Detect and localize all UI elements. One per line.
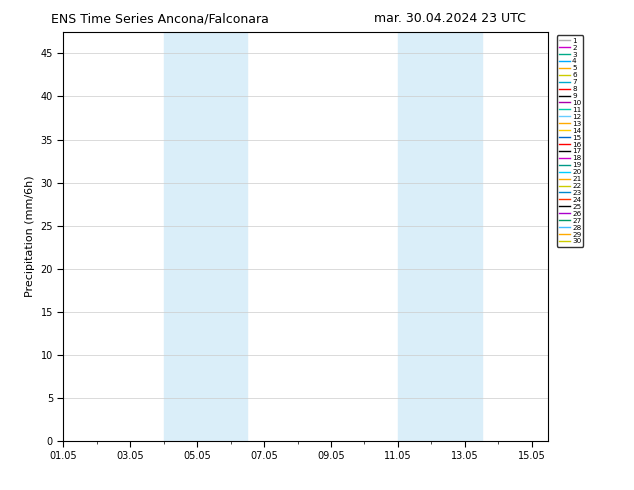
Legend: 1, 2, 3, 4, 5, 6, 7, 8, 9, 10, 11, 12, 13, 14, 15, 16, 17, 18, 19, 20, 21, 22, 2: 1, 2, 3, 4, 5, 6, 7, 8, 9, 10, 11, 12, 1…	[557, 35, 583, 246]
Y-axis label: Precipitation (mm/6h): Precipitation (mm/6h)	[25, 175, 35, 297]
Text: mar. 30.04.2024 23 UTC: mar. 30.04.2024 23 UTC	[374, 12, 526, 25]
Bar	[164, 32, 247, 441]
Text: ENS Time Series Ancona/Falconara: ENS Time Series Ancona/Falconara	[51, 12, 269, 25]
Bar	[398, 32, 481, 441]
